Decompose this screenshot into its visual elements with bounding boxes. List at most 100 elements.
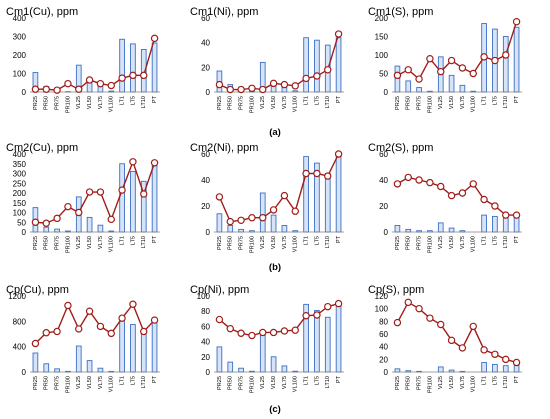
x-tick-label: PT (152, 375, 158, 383)
bar (437, 222, 444, 233)
panel-label-b: (b) (269, 262, 281, 273)
line-point (140, 71, 148, 80)
bar (394, 65, 401, 93)
bar (314, 39, 320, 93)
line-point (215, 315, 224, 324)
line-point (226, 324, 234, 333)
x-tick-label: PR100 (427, 96, 433, 113)
bar (324, 173, 331, 233)
x-tick-label: PR100 (249, 236, 255, 253)
y-tick-label: 800 (13, 317, 27, 326)
bar (97, 224, 104, 233)
line-point (53, 214, 61, 223)
x-tick-label: VL100 (293, 96, 299, 112)
x-tick-label: LT5 (130, 236, 136, 245)
x-tick-label: LT5 (130, 96, 136, 105)
bar (405, 80, 412, 93)
bar (492, 363, 498, 373)
x-tick-label: PR100 (65, 236, 71, 253)
x-tick-label: LT1 (304, 376, 310, 385)
line-point (42, 219, 50, 227)
y-tick-label: 100 (13, 209, 27, 218)
line-point (437, 320, 445, 329)
bar (32, 352, 39, 373)
line-point (324, 302, 332, 311)
x-tick-label: LT10 (325, 236, 331, 248)
line-point (226, 217, 234, 226)
line-point (75, 208, 83, 217)
x-tick-label: LT5 (492, 236, 498, 245)
line-point (491, 350, 499, 358)
x-tick-label: LT5 (492, 376, 498, 385)
x-tick-label: VL75 (460, 236, 466, 249)
chart-panel-3: Cm1(S), ppm 0 50 100 150 200 PR25 PR50 PR75 PR100… (368, 6, 522, 113)
x-tick-label: PR25 (217, 376, 223, 390)
x-tick-label: PR25 (33, 376, 39, 390)
x-tick-label: VL100 (293, 376, 299, 392)
line-series (35, 159, 156, 224)
y-tick-label: 100 (13, 70, 27, 79)
line-point (248, 213, 256, 222)
bar (151, 165, 158, 233)
bar (502, 36, 509, 93)
line-point (512, 18, 521, 26)
y-tick-label: 400 (13, 343, 27, 352)
panel-label-a: (a) (269, 127, 281, 138)
x-tick-label: VL25 (260, 236, 266, 249)
line-point (480, 53, 488, 61)
line-point (248, 331, 256, 340)
line-point (64, 79, 72, 88)
chart-title: Cm2(Ni), ppm (190, 142, 258, 154)
line-point (426, 314, 434, 322)
line-point (426, 55, 434, 63)
y-tick-label: 200 (13, 189, 27, 198)
x-tick-label: PR25 (33, 96, 39, 110)
line-point (313, 311, 321, 319)
chart-panel-1: Cm1(Cu), ppm 0 100 200 300 400 PR25 PR50 PR75 PR1… (6, 6, 160, 113)
line-point (404, 66, 412, 74)
line-point (150, 159, 159, 167)
y-tick-label: 400 (13, 150, 27, 159)
chart-title: Cm1(Ni), ppm (190, 6, 258, 18)
x-tick-label: VL100 (471, 96, 477, 112)
line-point (334, 150, 343, 158)
bar (448, 227, 455, 233)
x-tick-label: VL100 (293, 236, 299, 252)
x-tick-label: PR50 (406, 236, 412, 250)
x-tick-label: LT10 (325, 96, 331, 108)
bar (281, 225, 288, 233)
line-point (491, 202, 499, 210)
y-tick-label: 200 (13, 51, 27, 60)
line-point (248, 84, 256, 93)
y-tick-label: 60 (201, 14, 210, 23)
x-tick-label: VL50 (271, 96, 277, 109)
x-tick-label: VL100 (471, 376, 477, 392)
x-tick-label: VL100 (109, 236, 115, 252)
y-tick-label: 1200 (8, 292, 26, 301)
y-tick-label: 80 (379, 317, 388, 326)
y-tick-label: 40 (379, 176, 388, 185)
x-tick-label: PR100 (427, 376, 433, 393)
line-point (269, 328, 278, 337)
line-point (237, 85, 245, 94)
line-point (491, 56, 499, 65)
line-point (291, 82, 299, 90)
x-tick-label: PR50 (228, 96, 234, 110)
chart-panel-9: Cp(S), ppm 0 20 40 60 80 100 120 PR25 PR50 PR75 PR1… (368, 284, 522, 393)
bar (394, 225, 401, 233)
y-tick-label: 300 (13, 33, 27, 42)
y-tick-label: 20 (379, 355, 388, 364)
x-tick-label: LT1 (120, 376, 126, 385)
x-tick-label: PR75 (417, 376, 423, 390)
x-tick-label: PT (514, 235, 520, 243)
bar (140, 330, 147, 373)
x-tick-label: PR25 (395, 376, 401, 390)
line-point (447, 56, 456, 65)
x-tick-label: LT10 (503, 96, 509, 108)
line-point (302, 169, 310, 178)
x-tick-label: LT1 (482, 96, 488, 105)
line-series (34, 302, 156, 344)
y-tick-label: 60 (201, 322, 210, 331)
y-tick-label: 20 (201, 353, 210, 362)
